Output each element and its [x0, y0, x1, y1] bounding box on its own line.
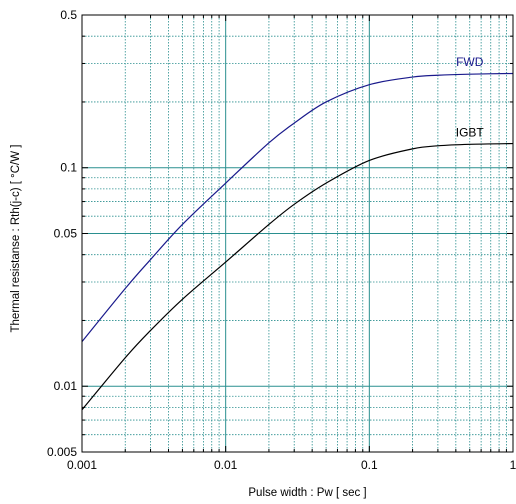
series-layer	[81, 72, 514, 411]
y-axis-label: Thermal resistanse : Rth(j-c) [ °C/W ]	[10, 145, 22, 333]
series-label-fwd: FWD	[456, 55, 484, 69]
labels-layer: FWD IGBT	[456, 55, 485, 139]
x-tick-label: 0.01	[214, 458, 238, 472]
y-tick-label: 0.05	[54, 227, 78, 241]
y-tick-label: 0.1	[60, 161, 77, 175]
x-tick-label: 0.1	[361, 458, 378, 472]
series-label-igbt: IGBT	[456, 125, 485, 139]
x-tick-label: 1	[510, 458, 516, 472]
ticks-layer: 0.001 0.01 0.1 1 0.005 0.01 0.05 0.1 0.5	[47, 8, 516, 472]
grid-minor	[82, 14, 513, 453]
y-tick-label: 0.01	[54, 379, 78, 393]
grid-major	[81, 15, 513, 452]
x-axis-label: Pulse width : Pw [ sec ]	[248, 487, 366, 499]
y-tick-label: 0.005	[47, 445, 77, 459]
y-tick-label: 0.5	[60, 8, 77, 22]
series-line-fwd	[81, 72, 514, 342]
series-line-igbt	[81, 142, 514, 411]
x-tick-label: 0.001	[67, 458, 97, 472]
